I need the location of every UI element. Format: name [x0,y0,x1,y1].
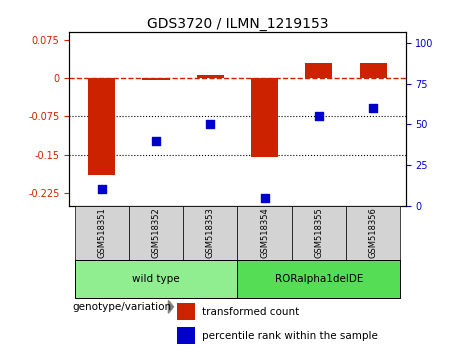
Bar [183,206,237,260]
Point [152,138,160,143]
Bar [75,260,237,298]
Text: transformed count: transformed count [202,307,299,317]
Text: GSM518355: GSM518355 [314,207,323,258]
Text: GSM518356: GSM518356 [369,207,378,258]
Point [207,122,214,127]
Bar [237,260,400,298]
Bar [129,206,183,260]
Bar [88,78,115,175]
Title: GDS3720 / ILMN_1219153: GDS3720 / ILMN_1219153 [147,17,328,31]
Text: genotype/variation: genotype/variation [72,302,171,312]
Bar [251,78,278,157]
Bar [305,63,332,78]
Bar [197,75,224,78]
Point [369,105,377,111]
Bar [360,63,387,78]
Text: GSM518353: GSM518353 [206,207,215,258]
Text: GSM518352: GSM518352 [152,207,160,258]
Text: GSM518354: GSM518354 [260,207,269,258]
Bar [177,327,195,344]
Bar [177,303,195,320]
Text: GSM518351: GSM518351 [97,207,106,258]
Bar [346,206,400,260]
Text: RORalpha1delDE: RORalpha1delDE [275,274,363,284]
Bar [142,78,170,80]
Polygon shape [168,301,173,313]
Point [261,195,268,200]
Point [98,187,106,192]
Bar [75,206,129,260]
Bar [237,206,292,260]
Text: wild type: wild type [132,274,180,284]
Bar [292,206,346,260]
Text: percentile rank within the sample: percentile rank within the sample [202,331,378,341]
Point [315,114,323,119]
